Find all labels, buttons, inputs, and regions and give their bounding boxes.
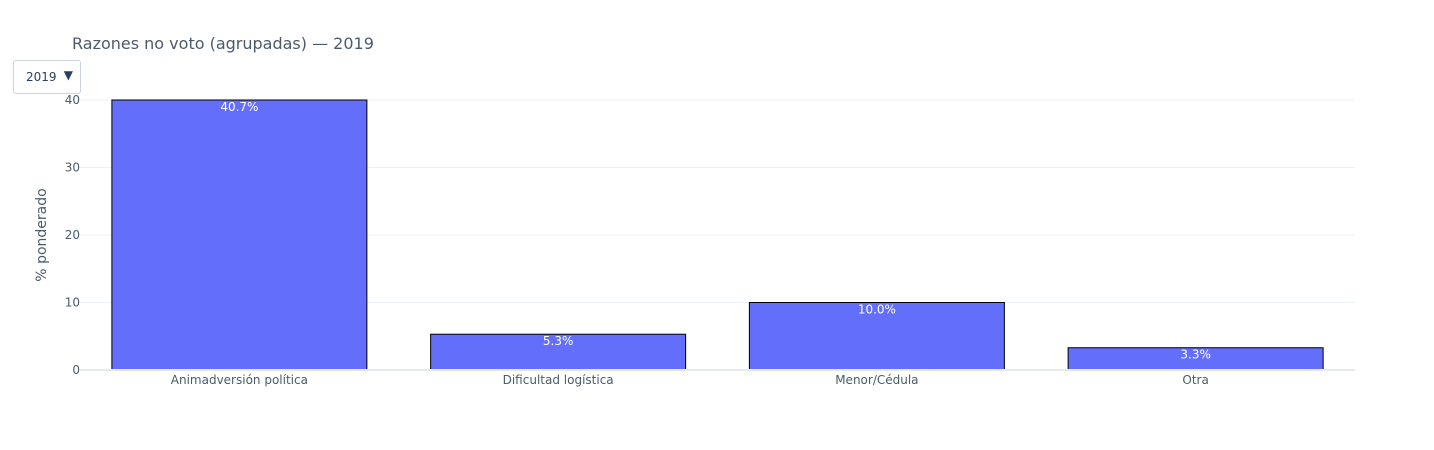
bar-data-label: 5.3% [543, 334, 574, 348]
bar [748, 302, 1005, 371]
y-tick-label: 10 [65, 296, 80, 310]
caret-down-icon: ▼ [63, 68, 73, 82]
bar-data-label: 40.7% [220, 100, 258, 114]
x-category-label: Otra [1182, 373, 1208, 387]
y-tick-label: 40 [65, 93, 80, 107]
bar [430, 333, 687, 371]
year-dropdown-value: 2019 [26, 70, 57, 84]
x-category-label: Dificultad logística [503, 373, 614, 387]
y-tick-label: 20 [65, 228, 80, 242]
x-category-label: Menor/Cédula [835, 373, 918, 387]
y-tick-label: 30 [65, 161, 80, 175]
y-axis-title: % ponderado [34, 188, 50, 281]
bar-data-labels: 40.7% 5.3% 10.0% 3.3% [220, 100, 1211, 362]
x-category-labels: Animadversión política Dificultad logísti… [171, 373, 1209, 387]
bar [111, 99, 368, 371]
chart-title: Razones no voto (agrupadas) — 2019 [72, 34, 374, 53]
bar-data-label: 10.0% [858, 303, 896, 317]
x-category-label: Animadversión política [171, 373, 308, 387]
bars [111, 99, 1324, 371]
year-dropdown[interactable]: 2019 ▼ [13, 60, 81, 94]
y-tick-label: 0 [72, 363, 80, 377]
bar-data-label: 3.3% [1180, 348, 1211, 362]
y-tick-labels: 0 10 20 30 40 [65, 93, 80, 377]
